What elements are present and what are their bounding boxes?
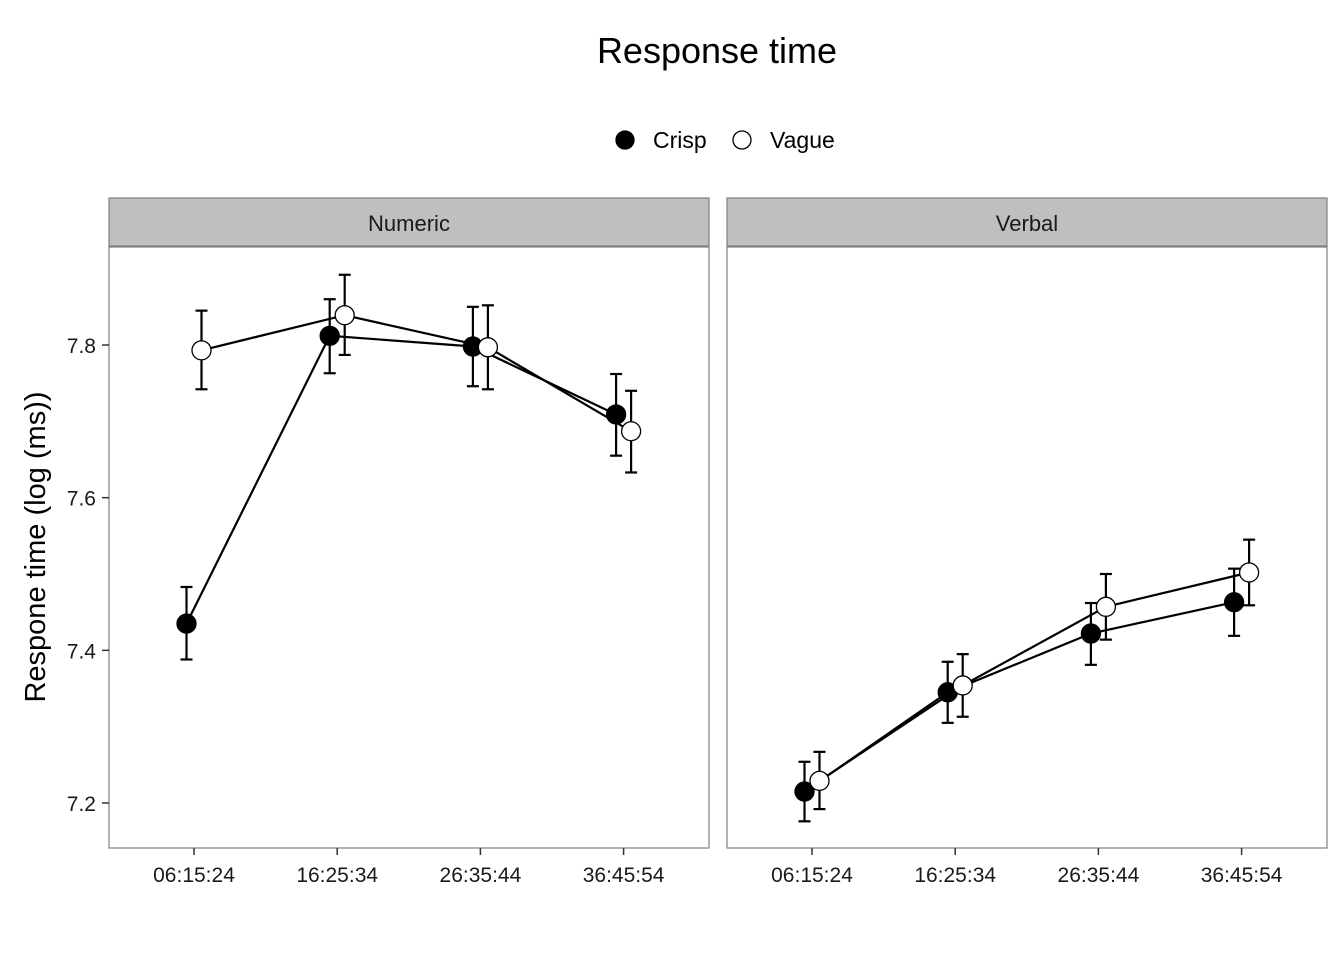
- panels: Numeric 06:15:24 16:25:34 26:35:44 36:45:54 7…: [67, 197, 1328, 887]
- legend-vague-label: Vague: [770, 127, 835, 153]
- x-tick-label-verbal-0: 06:15:24: [771, 864, 853, 887]
- y-axis-title: Respone time (log (ms)): [20, 391, 52, 702]
- strip-numeric: [108, 197, 710, 247]
- plot-area-verbal: [726, 246, 1328, 849]
- x-tick-label-verbal-2: 26:35:44: [1058, 864, 1140, 887]
- strip-verbal: [726, 197, 1328, 247]
- y-tick-label-3: 7.8: [67, 335, 96, 358]
- point-numeric-vague-2: [477, 337, 499, 358]
- panel-verbal: Verbal 06:15:24 16:25:34 26:35:44 36:45:54: [726, 197, 1328, 887]
- legend-crisp-label: Crisp: [653, 127, 707, 153]
- panel-numeric: Numeric 06:15:24 16:25:34 26:35:44 36:45:54 7…: [67, 197, 710, 887]
- point-numeric-crisp-0: [176, 613, 197, 634]
- point-verbal-crisp-3: [1223, 592, 1245, 613]
- point-verbal-vague-2: [1095, 596, 1117, 617]
- point-verbal-crisp-2: [1080, 623, 1102, 644]
- series-line-verbal-vague: [818, 571, 1250, 782]
- point-verbal-vague-3: [1238, 562, 1260, 583]
- point-numeric-vague-1: [334, 305, 355, 326]
- point-numeric-vague-0: [191, 340, 212, 361]
- strip-label-numeric: Numeric: [368, 211, 450, 236]
- series-line-numeric-vague: [201, 314, 632, 433]
- strip-label-verbal: Verbal: [996, 211, 1058, 236]
- plot-area-numeric: [108, 246, 710, 849]
- legend-crisp-marker: [615, 130, 635, 150]
- point-numeric-crisp-1: [319, 325, 340, 346]
- x-tick-label-verbal-1: 16:25:34: [914, 864, 996, 887]
- y-tick-label-0: 7.2: [67, 793, 96, 816]
- chart-title: Response time: [597, 30, 837, 71]
- x-tick-label-verbal-3: 36:45:54: [1201, 864, 1283, 887]
- x-tick-label-numeric-1: 16:25:34: [296, 864, 378, 887]
- y-tick-label-2: 7.6: [67, 488, 96, 511]
- point-verbal-vague-0: [809, 770, 830, 792]
- legend: Crisp Vague: [615, 127, 835, 153]
- legend-vague-marker: [732, 130, 752, 150]
- x-tick-label-numeric-3: 36:45:54: [583, 864, 665, 887]
- x-tick-label-numeric-2: 26:35:44: [440, 864, 522, 887]
- x-tick-label-numeric-0: 06:15:24: [153, 864, 235, 887]
- y-tick-label-1: 7.4: [67, 640, 97, 663]
- point-verbal-vague-1: [952, 675, 973, 696]
- point-numeric-crisp-3: [605, 404, 627, 425]
- point-verbal-crisp-0: [794, 781, 815, 802]
- point-numeric-vague-3: [620, 421, 642, 442]
